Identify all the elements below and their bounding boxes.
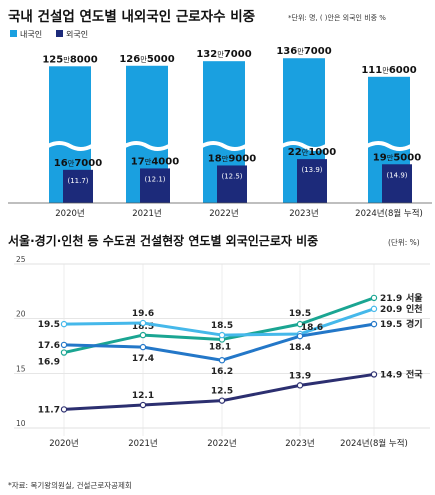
foreign-bar — [297, 159, 327, 203]
data-point — [60, 320, 68, 328]
series-name-label: 전국 — [406, 368, 423, 380]
foreign-share-label: (12.5) — [221, 172, 242, 180]
source-note: *자료: 복기왕의원실, 건설근로자공제회 — [8, 480, 132, 490]
foreign-value-label: 17만4000 — [131, 156, 179, 167]
data-label: 18.5 — [211, 321, 233, 331]
domestic-value-label: 132만7000 — [196, 49, 251, 60]
foreign-bar — [382, 164, 412, 203]
y-tick-label: 10 — [16, 419, 26, 428]
data-label: 21.9 — [380, 294, 402, 304]
line-chart-unit-note: (단위: %) — [388, 237, 420, 247]
foreign-value-label: 19만5000 — [373, 152, 421, 163]
data-point — [139, 343, 147, 351]
data-point — [370, 305, 378, 313]
data-label: 12.1 — [132, 391, 154, 401]
bar-x-tick-label: 2024년(8월 누적) — [355, 208, 423, 219]
legend-foreign-label: 외국인 — [66, 29, 88, 39]
y-tick-label: 20 — [16, 310, 26, 319]
data-label: 19.5 — [380, 320, 402, 330]
data-label: 17.4 — [132, 354, 154, 364]
domestic-value-label: 126만5000 — [119, 54, 174, 65]
series-name-label: 서울 — [406, 292, 423, 304]
data-point — [296, 320, 304, 328]
bar-x-tick-label: 2021년 — [132, 208, 161, 219]
data-point — [139, 331, 147, 339]
data-label: 19.5 — [38, 320, 60, 330]
data-point — [60, 341, 68, 349]
axis-break-mark — [281, 141, 327, 151]
data-label: 16.2 — [211, 367, 233, 377]
line-x-tick-label: 2021년 — [128, 438, 157, 449]
data-label: 12.5 — [211, 387, 233, 397]
series-name-label: 인천 — [406, 304, 423, 315]
data-point — [370, 371, 378, 378]
data-label: 18.4 — [289, 343, 311, 353]
data-label: 18.5 — [132, 322, 154, 332]
line-chart-y-axis: 10 15 20 25 — [16, 255, 26, 428]
foreign-value-label: 22만1000 — [288, 147, 336, 158]
bar-x-tick-label: 2023년 — [289, 208, 318, 219]
data-point — [218, 331, 226, 339]
data-point — [60, 349, 68, 356]
y-tick-label: 25 — [16, 255, 26, 264]
data-label: 17.6 — [38, 341, 60, 351]
line-x-tick-label: 2022년 — [207, 438, 236, 449]
data-point — [218, 357, 226, 364]
data-label: 19.5 — [289, 309, 311, 319]
data-label: 18.6 — [301, 323, 323, 333]
axis-break-mark — [201, 141, 247, 151]
line-chart-title: 서울·경기·인천 등 수도권 건설현장 연도별 외국인근로자 비중 — [8, 233, 318, 248]
domestic-value-label: 136만7000 — [276, 46, 331, 57]
data-point — [296, 332, 304, 340]
data-point — [139, 401, 147, 409]
line-x-tick-label: 2020년 — [49, 438, 78, 449]
axis-break-mark — [47, 141, 93, 151]
foreign-bar — [140, 168, 170, 203]
bar-x-tick-label: 2020년 — [55, 208, 84, 219]
foreign-share-label: (12.1) — [144, 175, 165, 183]
domestic-value-label: 111만6000 — [361, 65, 416, 76]
bar-chart-title: 국내 건설업 연도별 내외국인 근로자수 비중 — [8, 8, 255, 25]
data-point — [218, 397, 226, 404]
legend-domestic-label: 내국인 — [20, 29, 42, 39]
foreign-share-label: (13.9) — [301, 166, 322, 174]
data-point — [370, 294, 378, 302]
axis-break-mark — [366, 141, 412, 151]
foreign-value-label: 16만7000 — [54, 158, 102, 169]
data-label: 16.9 — [38, 358, 60, 368]
foreign-value-label: 18만9000 — [208, 153, 256, 164]
data-label: 20.9 — [380, 305, 402, 315]
foreign-bar — [63, 169, 93, 203]
axis-break-mark — [124, 141, 170, 151]
line-x-tick-label: 2024년(8월 누적) — [340, 438, 408, 449]
series-name-label: 경기 — [406, 318, 423, 330]
bar-chart-x-axis: 2020년 2021년 2022년 2023년 2024년(8월 누적) — [55, 208, 423, 219]
legend-foreign-swatch — [56, 30, 63, 37]
foreign-bar — [217, 165, 247, 203]
data-label: 19.6 — [132, 309, 154, 319]
data-point — [296, 382, 304, 389]
data-label: 13.9 — [289, 371, 311, 381]
data-label: 14.9 — [380, 370, 402, 380]
data-point — [370, 320, 378, 328]
bar-chart-unit-note: *단위: 명, ( )안은 외국인 비중 % — [288, 13, 386, 22]
bar-x-tick-label: 2022년 — [209, 208, 238, 219]
bar-chart-plot: 125만8000 126만5000 132만7000 136만7000 111만6000… — [42, 46, 421, 204]
y-tick-label: 15 — [16, 364, 26, 373]
data-point — [139, 319, 147, 327]
foreign-share-label: (11.7) — [67, 177, 88, 185]
line-x-tick-label: 2023년 — [285, 438, 314, 449]
domestic-value-label: 125만8000 — [42, 54, 97, 65]
data-label: 11.7 — [38, 405, 60, 415]
line-chart-plot: 16.9 18.5 18.1 19.5 21.9 서울 19.5 19.6 18.5 18.6 20… — [38, 292, 423, 416]
data-point — [60, 406, 68, 413]
foreign-share-label: (14.9) — [386, 171, 407, 179]
line-chart-x-axis: 2020년 2021년 2022년 2023년 2024년(8월 누적) — [49, 438, 408, 449]
data-label: 18.1 — [209, 342, 231, 352]
legend-domestic-swatch — [10, 30, 17, 37]
